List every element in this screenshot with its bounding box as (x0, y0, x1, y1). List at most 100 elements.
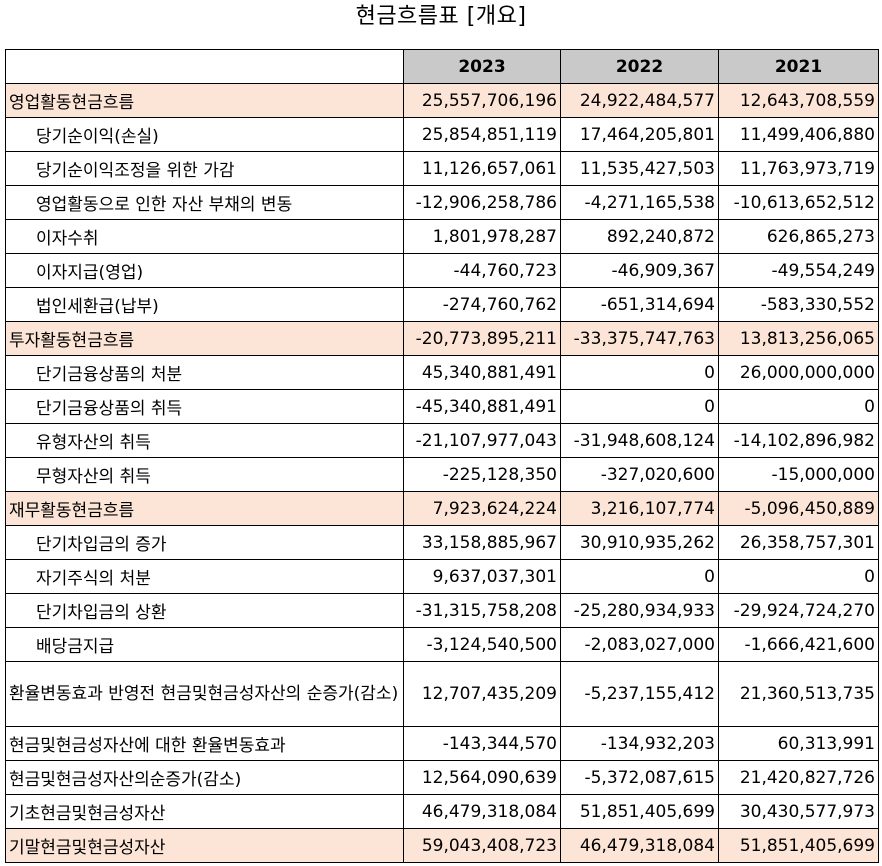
value-cell-2021: -29,924,724,270 (718, 593, 879, 628)
table-body: 영업활동현금흐름 25,557,706,196 24,922,484,577 12,6… (5, 83, 879, 863)
table-row: 단기금융상품의 취득 -45,340,881,491 0 0 (5, 389, 879, 424)
table-row: 이자지급(영업) -44,760,723 -46,909,367 -49,554,24… (5, 253, 879, 288)
value-cell-2022: -31,948,608,124 (560, 423, 719, 458)
value-cell-2021: 0 (718, 559, 879, 594)
table-row: 기말현금및현금성자산 59,043,408,723 46,479,318,084 51… (5, 828, 879, 863)
value-cell-2021: 13,813,256,065 (718, 321, 879, 356)
value-cell-2023: -45,340,881,491 (403, 389, 561, 424)
row-label: 당기순이익조정을 위한 가감 (5, 151, 404, 186)
value-cell-2023: -3,124,540,500 (403, 627, 561, 662)
table-row: 영업활동현금흐름 25,557,706,196 24,922,484,577 12,6… (5, 83, 879, 118)
header-blank-cell (5, 49, 404, 84)
value-cell-2021: 11,499,406,880 (718, 117, 879, 152)
table-row: 유형자산의 취득 -21,107,977,043 -31,948,608,124 -1… (5, 423, 879, 458)
value-cell-2022: -2,083,027,000 (560, 627, 719, 662)
header-year-2022: 2022 (560, 49, 719, 84)
value-cell-2021: 51,851,405,699 (718, 828, 879, 863)
row-label: 영업활동현금흐름 (5, 83, 404, 118)
value-cell-2022: 0 (560, 355, 719, 390)
table-row: 투자활동현금흐름 -20,773,895,211 -33,375,747,763 13… (5, 321, 879, 356)
row-label: 배당금지급 (5, 627, 404, 662)
table-row: 현금및현금성자산의순증가(감소) 12,564,090,639 -5,372,087… (5, 760, 879, 795)
value-cell-2023: -143,344,570 (403, 726, 561, 761)
table-row: 당기순이익(손실) 25,854,851,119 17,464,205,801 11,… (5, 117, 879, 152)
value-cell-2023: 7,923,624,224 (403, 491, 561, 526)
value-cell-2021: 0 (718, 389, 879, 424)
value-cell-2023: 25,854,851,119 (403, 117, 561, 152)
value-cell-2021: -10,613,652,512 (718, 185, 879, 220)
value-cell-2022: -5,237,155,412 (560, 661, 719, 727)
value-cell-2021: -1,666,421,600 (718, 627, 879, 662)
value-cell-2022: 3,216,107,774 (560, 491, 719, 526)
row-label: 단기차입금의 상환 (5, 593, 404, 628)
value-cell-2022: -46,909,367 (560, 253, 719, 288)
value-cell-2023: 1,801,978,287 (403, 219, 561, 254)
row-label: 유형자산의 취득 (5, 423, 404, 458)
row-label: 무형자산의 취득 (5, 457, 404, 492)
row-label: 단기차입금의 증가 (5, 525, 404, 560)
row-label: 당기순이익(손실) (5, 117, 404, 152)
row-label: 단기금융상품의 취득 (5, 389, 404, 424)
table-row: 단기차입금의 증가 33,158,885,967 30,910,935,262 26,… (5, 525, 879, 560)
row-label: 기말현금및현금성자산 (5, 828, 404, 863)
value-cell-2022: 11,535,427,503 (560, 151, 719, 186)
header-year-2023: 2023 (403, 49, 561, 84)
value-cell-2022: -134,932,203 (560, 726, 719, 761)
value-cell-2023: -20,773,895,211 (403, 321, 561, 356)
value-cell-2021: -14,102,896,982 (718, 423, 879, 458)
value-cell-2023: 9,637,037,301 (403, 559, 561, 594)
table-row: 배당금지급 -3,124,540,500 -2,083,027,000 -1,666,… (5, 627, 879, 662)
value-cell-2022: -4,271,165,538 (560, 185, 719, 220)
value-cell-2021: -5,096,450,889 (718, 491, 879, 526)
value-cell-2023: -274,760,762 (403, 287, 561, 322)
value-cell-2023: 45,340,881,491 (403, 355, 561, 390)
value-cell-2023: -21,107,977,043 (403, 423, 561, 458)
value-cell-2022: 892,240,872 (560, 219, 719, 254)
value-cell-2023: 12,564,090,639 (403, 760, 561, 795)
row-label: 기초현금및현금성자산 (5, 794, 404, 829)
value-cell-2023: 12,707,435,209 (403, 661, 561, 727)
value-cell-2023: 33,158,885,967 (403, 525, 561, 560)
value-cell-2021: 26,358,757,301 (718, 525, 879, 560)
value-cell-2022: 24,922,484,577 (560, 83, 719, 118)
value-cell-2023: -12,906,258,786 (403, 185, 561, 220)
value-cell-2023: -225,128,350 (403, 457, 561, 492)
table-row: 법인세환급(납부) -274,760,762 -651,314,694 -583,33… (5, 287, 879, 322)
table-row: 기초현금및현금성자산 46,479,318,084 51,851,405,699 30… (5, 794, 879, 829)
row-label: 단기금융상품의 처분 (5, 355, 404, 390)
value-cell-2022: 0 (560, 559, 719, 594)
row-label: 영업활동으로 인한 자산 부채의 변동 (5, 185, 404, 220)
table-row: 자기주식의 처분 9,637,037,301 0 0 (5, 559, 879, 594)
table-row: 무형자산의 취득 -225,128,350 -327,020,600 -15,000,… (5, 457, 879, 492)
header-year-2021: 2021 (718, 49, 879, 84)
page-title: 현금흐름표 [개요] (355, 4, 527, 29)
header-row: 2023 2022 2021 (5, 49, 879, 84)
value-cell-2021: 11,763,973,719 (718, 151, 879, 186)
value-cell-2023: -44,760,723 (403, 253, 561, 288)
value-cell-2021: -15,000,000 (718, 457, 879, 492)
row-label: 이자수취 (5, 219, 404, 254)
value-cell-2022: -33,375,747,763 (560, 321, 719, 356)
row-label: 재무활동현금흐름 (5, 491, 404, 526)
value-cell-2023: 25,557,706,196 (403, 83, 561, 118)
value-cell-2022: 46,479,318,084 (560, 828, 719, 863)
value-cell-2021: 26,000,000,000 (718, 355, 879, 390)
table-row: 단기차입금의 상환 -31,315,758,208 -25,280,934,933-… (5, 593, 879, 628)
table-row: 환율변동효과 반영전 현금및현금성자산의 순증가(감소) 12,707,435,2… (5, 661, 879, 727)
value-cell-2022: -327,020,600 (560, 457, 719, 492)
value-cell-2021: -583,330,552 (718, 287, 879, 322)
table-row: 단기금융상품의 처분 45,340,881,491 0 26,000,000,000 (5, 355, 879, 390)
value-cell-2021: 60,313,991 (718, 726, 879, 761)
value-cell-2021: 21,420,827,726 (718, 760, 879, 795)
value-cell-2021: 626,865,273 (718, 219, 879, 254)
cash-flow-table: 2023 2022 2021 영업활동현금흐름 25,557,706,196 24,… (5, 49, 879, 863)
value-cell-2023: 46,479,318,084 (403, 794, 561, 829)
value-cell-2022: 30,910,935,262 (560, 525, 719, 560)
row-label: 투자활동현금흐름 (5, 321, 404, 356)
value-cell-2022: -5,372,087,615 (560, 760, 719, 795)
value-cell-2022: 0 (560, 389, 719, 424)
value-cell-2023: 11,126,657,061 (403, 151, 561, 186)
table-row: 당기순이익조정을 위한 가감 11,126,657,061 11,535,427,5… (5, 151, 879, 186)
value-cell-2021: -49,554,249 (718, 253, 879, 288)
table-row: 영업활동으로 인한 자산 부채의 변동 -12,906,258,786 -4,271… (5, 185, 879, 220)
